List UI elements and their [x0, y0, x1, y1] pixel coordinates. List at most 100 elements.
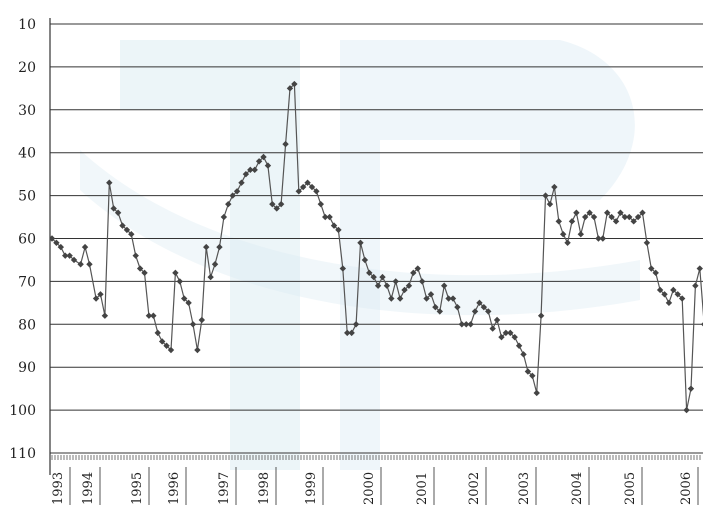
data-point	[529, 372, 536, 379]
data-point	[132, 252, 139, 259]
data-point	[70, 256, 78, 264]
data-point	[577, 231, 584, 238]
data-point	[599, 235, 607, 242]
data-point	[370, 273, 377, 281]
data-point	[145, 312, 153, 319]
y-tick-label: 40	[18, 146, 36, 162]
data-point	[454, 303, 461, 311]
data-point	[335, 226, 342, 234]
x-tick-label: 2005	[623, 472, 638, 505]
y-tick-label: 70	[18, 274, 36, 290]
data-point	[181, 295, 188, 302]
data-point	[432, 303, 439, 311]
data-point	[555, 218, 562, 225]
x-tick-label: 2006	[679, 472, 694, 505]
data-point	[388, 295, 395, 302]
data-point	[524, 368, 532, 375]
data-point	[339, 265, 347, 272]
data-point	[480, 303, 488, 311]
data-point	[269, 200, 276, 208]
data-point	[396, 295, 404, 302]
data-point	[282, 140, 289, 148]
data-point	[260, 153, 267, 161]
y-axis-tick-labels: 10 20 30 40 50 60 70 80 90 100 110	[9, 17, 36, 462]
data-point	[471, 308, 479, 315]
data-point	[414, 265, 421, 272]
data-point	[50, 235, 56, 242]
data-point	[176, 278, 183, 285]
data-point	[53, 239, 60, 246]
data-point	[621, 213, 629, 221]
data-point	[366, 269, 373, 277]
x-tick-label: 1998	[257, 472, 272, 505]
data-point	[410, 269, 417, 277]
data-point	[537, 312, 545, 319]
data-point	[255, 158, 263, 165]
data-point	[185, 299, 192, 307]
data-point	[110, 205, 117, 212]
data-point	[114, 209, 122, 216]
data-point	[128, 231, 135, 238]
data-point	[101, 312, 109, 319]
data-point	[247, 166, 254, 174]
data-point	[463, 321, 470, 328]
data-point	[634, 213, 642, 221]
data-point	[203, 243, 210, 251]
x-tick-label: 2000	[362, 472, 377, 505]
x-tick-label: 2003	[517, 472, 532, 505]
y-tick-label: 30	[18, 103, 36, 119]
watermark-logo	[80, 40, 640, 470]
data-point	[194, 346, 201, 354]
data-point	[639, 209, 646, 216]
data-point	[273, 205, 280, 212]
data-point	[172, 269, 179, 277]
data-point	[220, 213, 228, 221]
x-tick-label: 2001	[415, 472, 430, 505]
data-point	[604, 209, 611, 216]
y-tick-label: 100	[9, 403, 36, 419]
data-point	[626, 213, 633, 221]
data-point	[568, 218, 576, 225]
data-point	[502, 329, 510, 337]
data-point	[458, 321, 466, 328]
data-point	[92, 295, 100, 302]
data-point	[696, 265, 703, 272]
x-tick-label: 2004	[570, 472, 585, 505]
data-point	[167, 346, 175, 354]
data-point	[97, 291, 104, 298]
data-point	[427, 291, 435, 298]
y-tick-label: 10	[18, 17, 36, 33]
data-point	[352, 321, 360, 328]
data-point	[361, 256, 369, 264]
data-point	[66, 252, 73, 259]
data-point	[374, 282, 382, 289]
data-point	[564, 239, 571, 246]
data-point	[511, 333, 518, 341]
series-line	[50, 80, 703, 414]
data-point	[445, 295, 452, 302]
data-point	[383, 282, 391, 289]
data-point	[678, 295, 686, 302]
data-point	[163, 342, 170, 349]
axes	[49, 18, 701, 475]
data-point	[573, 209, 580, 216]
data-point	[612, 218, 620, 225]
data-point	[687, 385, 695, 392]
data-point	[313, 188, 320, 195]
data-point	[436, 308, 443, 315]
data-point	[216, 243, 223, 251]
data-point	[656, 286, 664, 294]
data-point	[330, 222, 338, 229]
data-point	[86, 261, 93, 268]
x-axis-tick-labels: 1993 1994 1995 1996 1997 1998 1999 2000 2001 2002…	[51, 467, 699, 505]
data-point	[242, 170, 250, 178]
data-point	[286, 85, 294, 92]
data-point	[665, 299, 673, 307]
x-tick-label: 1999	[304, 472, 319, 505]
data-point	[264, 162, 272, 169]
watermark-shape	[80, 150, 640, 316]
x-tick-label: 1993	[51, 472, 66, 505]
data-point	[489, 325, 496, 332]
data-point	[299, 183, 307, 191]
data-point	[551, 183, 558, 191]
